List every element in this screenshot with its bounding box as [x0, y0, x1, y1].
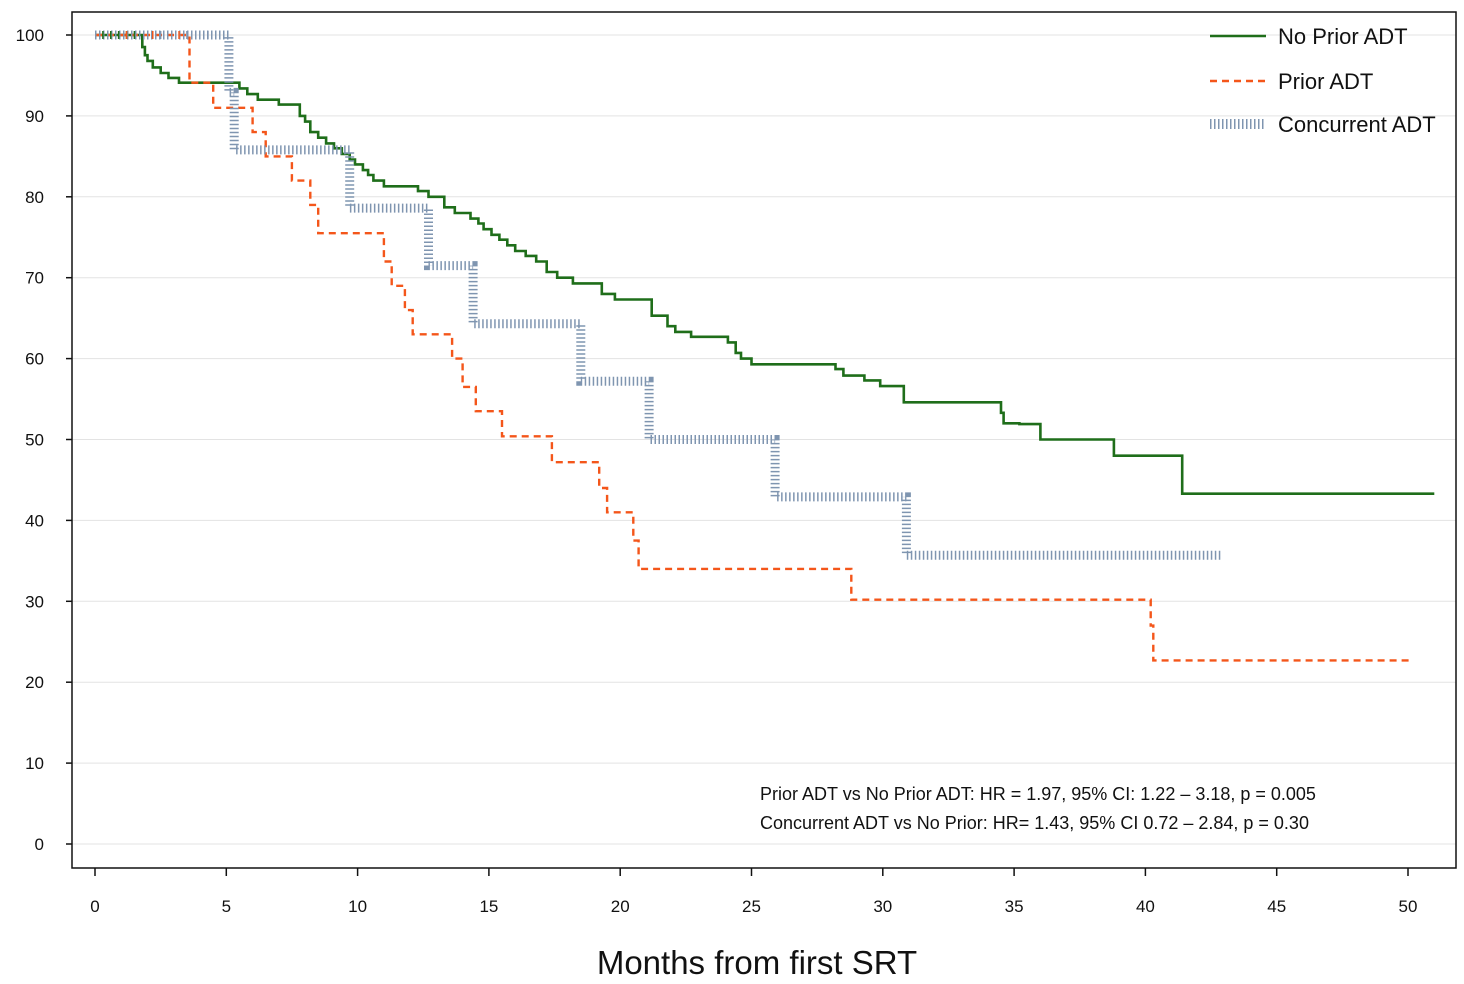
y-tick-label-90: 90 [25, 107, 44, 126]
legend-item-no-prior-adt: No Prior ADT [1210, 24, 1408, 49]
legend-label-no-prior-adt: No Prior ADT [1278, 24, 1408, 49]
legend: No Prior ADT Prior ADT Concurrent ADT [1210, 24, 1436, 137]
x-tick-label-25: 25 [742, 897, 761, 916]
y-tick-label-30: 30 [25, 592, 44, 611]
legend-label-concurrent-adt: Concurrent ADT [1278, 112, 1436, 137]
censor-marks [102, 31, 209, 39]
y-tick-label-80: 80 [25, 188, 44, 207]
y-tick-label-60: 60 [25, 350, 44, 369]
y-tick-label-70: 70 [25, 269, 44, 288]
series-line-no-prior-adt [95, 33, 1435, 495]
x-tick-label-0: 0 [90, 897, 99, 916]
x-tick-label-45: 45 [1267, 897, 1286, 916]
x-tick-label-30: 30 [873, 897, 892, 916]
y-tick-label-50: 50 [25, 431, 44, 450]
y-tick-label-40: 40 [25, 511, 44, 530]
x-tick-label-50: 50 [1399, 897, 1418, 916]
series-line-concurrent-adt [95, 30, 1222, 560]
x-tick-label-20: 20 [611, 897, 630, 916]
x-tick-label-15: 15 [479, 897, 498, 916]
hr-annotation-concurrent: Concurrent ADT vs No Prior: HR= 1.43, 95… [760, 813, 1309, 833]
x-axis: 0 5 10 15 20 25 30 35 40 45 50 [90, 868, 1417, 916]
series-lines [95, 30, 1435, 662]
x-tick-label-10: 10 [348, 897, 367, 916]
y-tick-label-20: 20 [25, 673, 44, 692]
legend-item-concurrent-adt: Concurrent ADT [1210, 112, 1436, 137]
y-tick-label-0: 0 [35, 835, 44, 854]
x-tick-label-5: 5 [222, 897, 231, 916]
x-axis-title: Months from first SRT [597, 944, 917, 981]
y-tick-label-10: 10 [25, 754, 44, 773]
y-tick-label-100: 100 [16, 26, 44, 45]
hr-annotation-prior: Prior ADT vs No Prior ADT: HR = 1.97, 95… [760, 784, 1316, 804]
series-line-prior-adt [95, 33, 1414, 662]
x-tick-label-35: 35 [1005, 897, 1024, 916]
y-axis: 0 10 20 30 40 50 60 70 80 90 100 [16, 26, 72, 854]
x-tick-label-40: 40 [1136, 897, 1155, 916]
legend-item-prior-adt: Prior ADT [1210, 69, 1373, 94]
legend-label-prior-adt: Prior ADT [1278, 69, 1373, 94]
